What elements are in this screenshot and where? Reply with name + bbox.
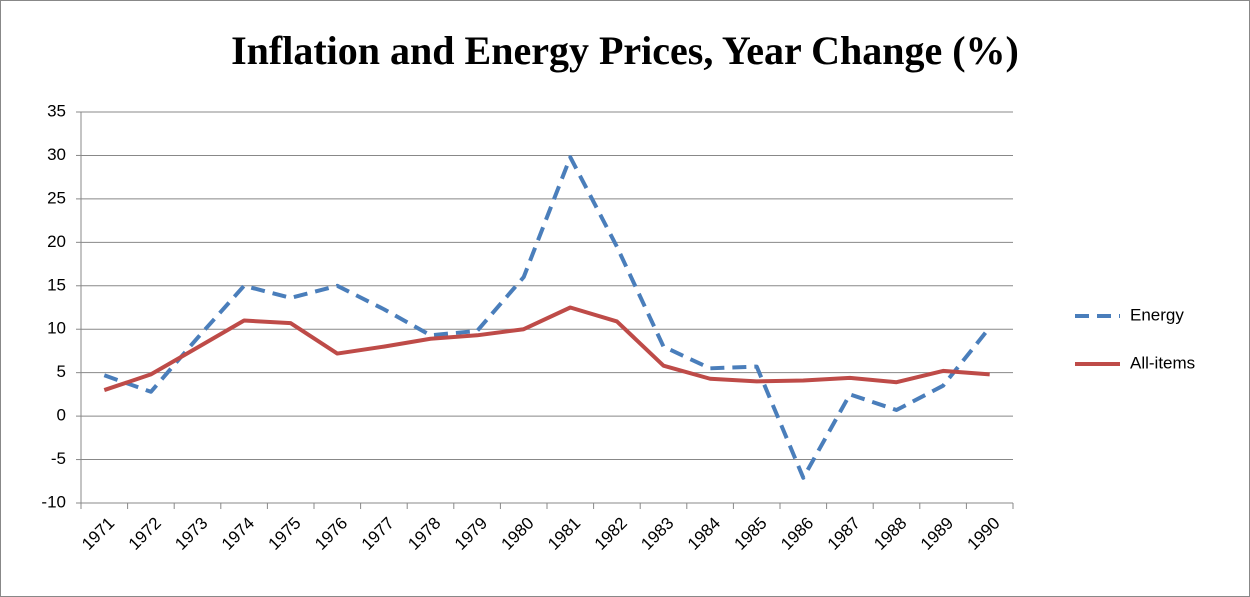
- legend-label: All-items: [1130, 353, 1195, 372]
- y-tick-label: 0: [57, 406, 66, 425]
- y-tick-label: 10: [47, 319, 66, 338]
- series-line: [103, 305, 990, 392]
- y-tick-label: 20: [47, 232, 66, 251]
- y-tick-label: 35: [47, 101, 66, 120]
- y-tick-label: -5: [51, 449, 66, 468]
- y-tick-label: 15: [47, 275, 66, 294]
- y-tick-label: 30: [47, 145, 66, 164]
- series-line: [103, 155, 992, 480]
- y-tick-label: 25: [47, 188, 66, 207]
- y-tick-label: 5: [57, 362, 66, 381]
- legend-label: Energy: [1130, 305, 1184, 324]
- chart-title: Inflation and Energy Prices, Year Change…: [231, 28, 1019, 73]
- y-tick-label: -10: [41, 492, 66, 511]
